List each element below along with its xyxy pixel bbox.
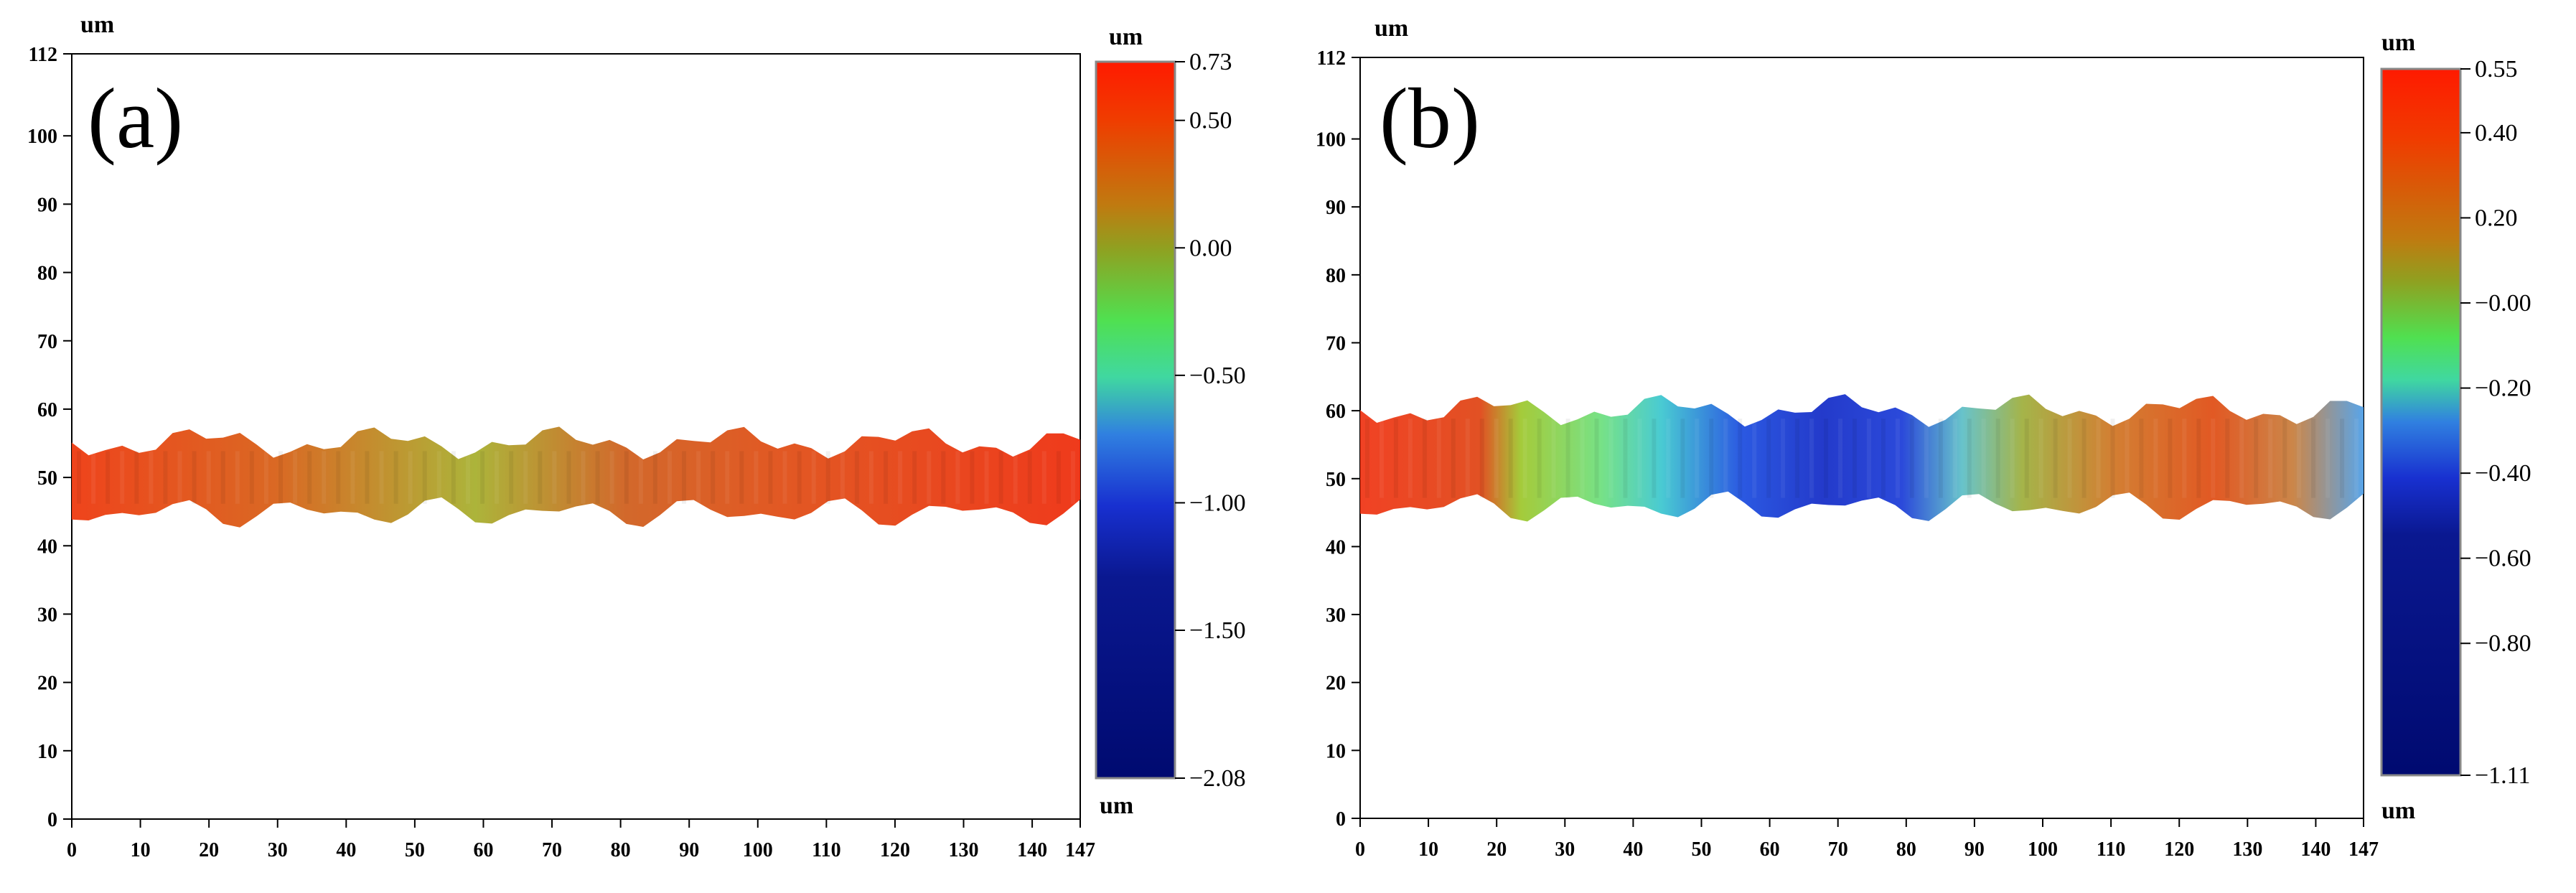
panel-a-y-unit: um bbox=[80, 11, 114, 38]
panel-a-colorbar bbox=[1095, 60, 1176, 780]
x-tick-label: 90 bbox=[1964, 838, 1985, 861]
x-tick-label: 110 bbox=[812, 839, 840, 861]
panel-b-colorbar-ticks: 0.55 0.40 0.20 −0.00 −0.20 −0.40 −0.60 −0.80 −1.… bbox=[2460, 56, 2531, 789]
panel-a-heatmap bbox=[72, 426, 1080, 528]
y-tick-label: 60 bbox=[37, 399, 57, 421]
y-tick-label: 50 bbox=[37, 467, 57, 490]
x-tick-label: 50 bbox=[405, 839, 425, 861]
x-tick-label: 140 bbox=[1017, 839, 1047, 861]
x-tick-label: 110 bbox=[2097, 838, 2125, 861]
x-tick-label: 147 bbox=[1065, 839, 1095, 861]
y-tick-label: 112 bbox=[1317, 47, 1346, 70]
y-tick-label: 100 bbox=[27, 126, 57, 148]
x-tick-label: 100 bbox=[743, 839, 773, 861]
y-tick-label: 40 bbox=[1326, 536, 1346, 558]
y-tick-label: 80 bbox=[37, 263, 57, 285]
x-tick-label: 60 bbox=[1760, 838, 1780, 861]
heatmap-band bbox=[72, 426, 1080, 528]
x-tick-label: 130 bbox=[2232, 838, 2262, 861]
panel-a-colorbar-unit-top: um bbox=[1109, 24, 1143, 50]
colorbar-tick-label: −0.50 bbox=[1189, 363, 1246, 389]
x-tick-label: 30 bbox=[1555, 838, 1575, 861]
x-tick-label: 120 bbox=[880, 839, 910, 861]
colorbar-tick-label: −0.80 bbox=[2475, 630, 2531, 657]
x-tick-label: 140 bbox=[2300, 838, 2331, 861]
panel-a-axes: 0 10 20 30 40 50 60 70 80 90 100 110 120 130 140 147 0 10… bbox=[27, 44, 1095, 861]
x-tick-label: 80 bbox=[1896, 838, 1916, 861]
colorbar-tick-label: 0.50 bbox=[1189, 108, 1232, 134]
panel-a-label: (a) bbox=[88, 70, 183, 166]
y-tick-label: 60 bbox=[1326, 401, 1346, 423]
x-tick-label: 147 bbox=[2348, 838, 2379, 861]
x-tick-label: 0 bbox=[1355, 838, 1365, 861]
colorbar-tick-label: −0.40 bbox=[2475, 460, 2531, 487]
x-tick-label: 20 bbox=[1486, 838, 1507, 861]
x-tick-label: 0 bbox=[67, 839, 77, 861]
y-tick-label: 30 bbox=[1326, 604, 1346, 627]
y-tick-label: 20 bbox=[1326, 673, 1346, 695]
x-tick-label: 10 bbox=[131, 839, 151, 861]
y-tick-label: 90 bbox=[1326, 197, 1346, 219]
x-tick-label: 130 bbox=[949, 839, 979, 861]
colorbar-tick-label: −1.11 bbox=[2475, 762, 2530, 789]
x-tick-label: 20 bbox=[199, 839, 219, 861]
y-tick-label: 40 bbox=[37, 536, 57, 558]
colorbar-tick-label: 0.20 bbox=[2475, 205, 2518, 231]
y-tick-label: 20 bbox=[37, 673, 57, 695]
x-tick-label: 70 bbox=[1828, 838, 1848, 861]
heatmap-band bbox=[1360, 394, 2364, 522]
x-tick-label: 50 bbox=[1692, 838, 1712, 861]
colorbar-tick-label: −0.60 bbox=[2475, 546, 2531, 572]
panel-a-colorbar-ticks: 0.73 0.50 0.00 −0.50 −1.00 −1.50 −2.08 bbox=[1175, 49, 1246, 792]
y-tick-label: 10 bbox=[37, 741, 57, 763]
x-tick-label: 80 bbox=[611, 839, 631, 861]
panel-b-axes: 0 10 20 30 40 50 60 70 80 90 100 110 120 130 140 147 0 10… bbox=[1316, 47, 2379, 861]
colorbar-tick-label: −0.20 bbox=[2475, 375, 2531, 402]
x-tick-label: 40 bbox=[336, 839, 356, 861]
x-tick-label: 120 bbox=[2164, 838, 2194, 861]
panel-b-label: (b) bbox=[1380, 70, 1480, 166]
panel-b-colorbar-unit-bottom: um bbox=[2381, 798, 2415, 824]
x-tick-label: 70 bbox=[542, 839, 562, 861]
panel-a-colorbar-unit-bottom: um bbox=[1100, 793, 1133, 819]
panel-b-y-unit: um bbox=[1374, 15, 1408, 42]
y-tick-label: 10 bbox=[1326, 740, 1346, 762]
colorbar-tick-label: −0.00 bbox=[2475, 290, 2531, 317]
x-tick-label: 90 bbox=[679, 839, 699, 861]
colorbar-tick-label: 0.73 bbox=[1189, 49, 1232, 75]
panel-b: 0 10 20 30 40 50 60 70 80 90 100 110 120 130 140 147 0 10… bbox=[1316, 15, 2531, 861]
y-tick-label: 0 bbox=[1336, 808, 1346, 831]
y-tick-label: 112 bbox=[29, 44, 57, 66]
y-tick-label: 70 bbox=[1326, 333, 1346, 355]
x-tick-label: 30 bbox=[268, 839, 288, 861]
x-tick-label: 10 bbox=[1418, 838, 1438, 861]
panel-b-colorbar bbox=[2380, 67, 2462, 777]
colorbar-tick-label: −1.00 bbox=[1189, 490, 1246, 516]
y-tick-label: 30 bbox=[37, 604, 57, 626]
y-tick-label: 90 bbox=[37, 194, 57, 216]
colorbar-tick-label: 0.55 bbox=[2475, 56, 2518, 83]
x-tick-label: 100 bbox=[2028, 838, 2058, 861]
y-tick-label: 70 bbox=[37, 331, 57, 353]
y-tick-label: 100 bbox=[1316, 129, 1346, 151]
panel-b-colorbar-unit-top: um bbox=[2381, 29, 2415, 56]
y-tick-label: 50 bbox=[1326, 469, 1346, 491]
colorbar-tick-label: 0.00 bbox=[1189, 235, 1232, 261]
panel-a: 0 10 20 30 40 50 60 70 80 90 100 110 120 130 140 147 0 10… bbox=[27, 11, 1246, 861]
colorbar-tick-label: 0.40 bbox=[2475, 120, 2518, 146]
colorbar-tick-label: −2.08 bbox=[1189, 765, 1246, 792]
x-tick-label: 40 bbox=[1623, 838, 1643, 861]
x-tick-label: 60 bbox=[473, 839, 493, 861]
y-tick-label: 80 bbox=[1326, 265, 1346, 287]
y-tick-label: 0 bbox=[47, 809, 57, 831]
panel-b-heatmap bbox=[1360, 394, 2364, 522]
colorbar-tick-label: −1.50 bbox=[1189, 617, 1246, 644]
